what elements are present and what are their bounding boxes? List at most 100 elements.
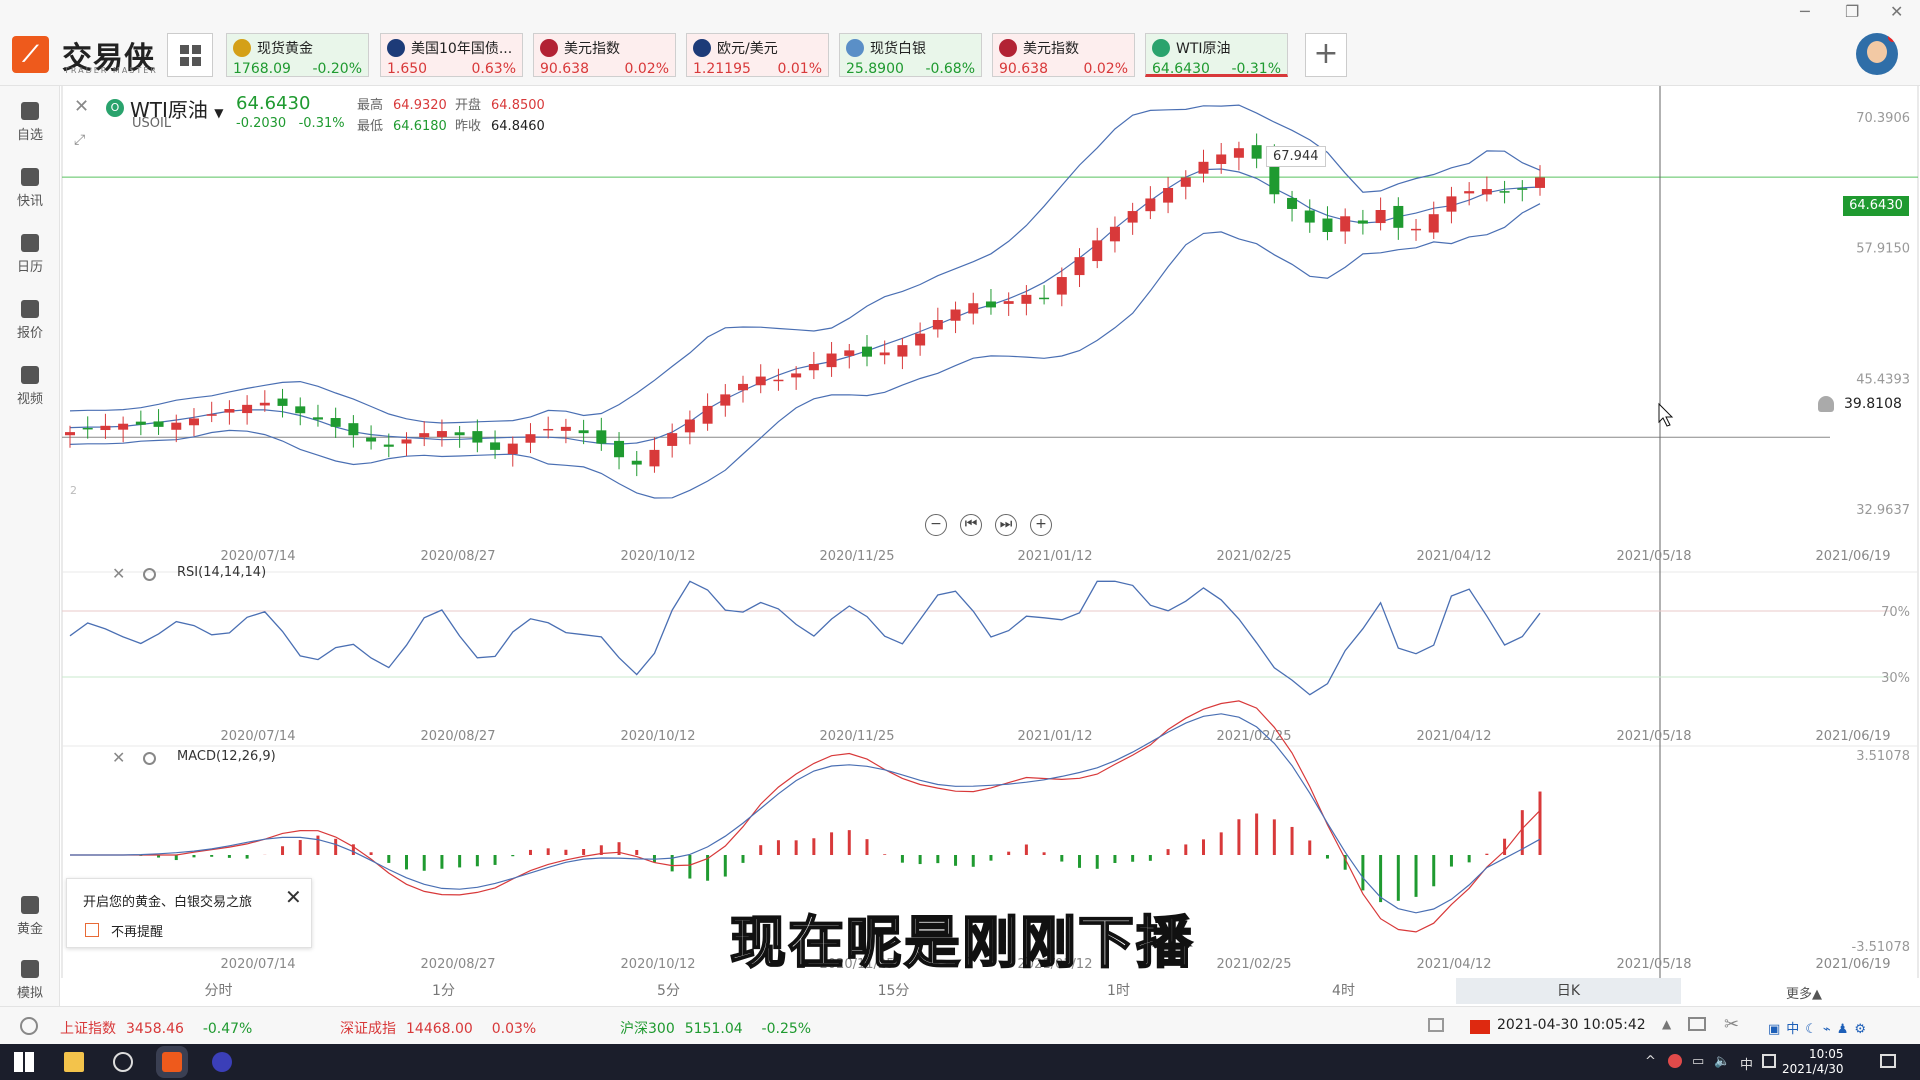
- candlestick: [259, 402, 270, 406]
- expand-chart-icon[interactable]: ⤢: [74, 132, 86, 148]
- sidebar-item-watchlist[interactable]: 自选: [0, 102, 60, 143]
- candlestick: [1393, 205, 1404, 228]
- sidebar-item-calendar[interactable]: 日历: [0, 234, 60, 275]
- symbol-icon: O: [106, 99, 124, 117]
- quote-card[interactable]: 美元指数 90.638 0.02%: [533, 33, 676, 77]
- layout-grid-button[interactable]: [167, 33, 213, 77]
- quote-card[interactable]: 美国10年国债... 1.650 0.63%: [380, 33, 523, 77]
- rsi-70-label: 70%: [1881, 605, 1910, 620]
- candlestick: [720, 394, 731, 406]
- timeframe-tab[interactable]: 分时: [204, 983, 233, 999]
- candlestick: [1357, 220, 1368, 224]
- close-chart-icon[interactable]: ✕: [74, 96, 90, 117]
- sidebar-item-label: 黄金: [16, 922, 43, 937]
- tray-app-icon[interactable]: [1668, 1054, 1682, 1068]
- tray-chevron-icon[interactable]: ^: [1645, 1054, 1656, 1069]
- candlestick: [614, 440, 625, 458]
- trader-app-taskbar-icon[interactable]: [162, 1052, 182, 1072]
- candlestick: [135, 421, 146, 425]
- zoom-out-button[interactable]: −: [925, 514, 947, 536]
- macd-settings-icon[interactable]: [143, 752, 156, 765]
- minimize-icon[interactable]: ─: [1800, 2, 1810, 21]
- ime-indicator[interactable]: 中: [1740, 1058, 1754, 1073]
- grid-icon: [179, 44, 201, 66]
- quote-card[interactable]: 现货黄金 1768.09 -0.20%: [226, 33, 369, 77]
- tools-icon[interactable]: ✂: [1724, 1014, 1740, 1035]
- index-shanghai[interactable]: 上证指数 3458.46 -0.47%: [60, 1018, 252, 1038]
- notification-center-icon[interactable]: [1880, 1054, 1896, 1068]
- quote-card[interactable]: 美元指数 90.638 0.02%: [992, 33, 1135, 77]
- close-rsi-icon[interactable]: ✕: [112, 564, 126, 583]
- index-hs300[interactable]: 沪深300 5151.04 -0.25%: [620, 1018, 811, 1038]
- user-avatar[interactable]: [1856, 33, 1898, 75]
- translate-icon[interactable]: [1428, 1018, 1444, 1032]
- ime-toolbar-icons[interactable]: ▣中☾⌁♟⚙: [1768, 1022, 1873, 1037]
- instrument-icon: [387, 39, 405, 57]
- timeframe-tab[interactable]: 1时: [1107, 983, 1130, 999]
- timeframe-tab[interactable]: 5分: [657, 983, 680, 999]
- quote-card[interactable]: 欧元/美元 1.21195 0.01%: [686, 33, 829, 77]
- close-macd-icon[interactable]: ✕: [112, 748, 126, 767]
- candlestick: [755, 376, 766, 386]
- candlestick: [844, 350, 855, 356]
- promo-popup: 开启您的黄金、白银交易之旅 ✕ 不再提醒: [66, 878, 312, 948]
- sidebar-item-simulate[interactable]: 模拟: [0, 960, 60, 1001]
- quote-change: -0.31%: [1231, 61, 1281, 77]
- stat-open-value: 64.8500: [491, 98, 545, 113]
- candlestick: [1092, 240, 1103, 262]
- quote-change: 0.02%: [624, 61, 669, 77]
- windows-start-icon[interactable]: [14, 1052, 34, 1072]
- taskbar-clock[interactable]: 10:05 2021/4/30: [1782, 1047, 1844, 1077]
- action-icon[interactable]: [1762, 1054, 1776, 1068]
- taskbar-date: 2021/4/30: [1782, 1062, 1844, 1076]
- x-axis-tick-label-main: 2021/05/18: [1617, 549, 1692, 564]
- sidebar-item-quotes[interactable]: 报价: [0, 300, 60, 341]
- quote-card[interactable]: WTI原油 64.6430 -0.31%: [1145, 33, 1288, 77]
- candlestick: [543, 428, 554, 431]
- close-window-icon[interactable]: ✕: [1890, 2, 1904, 21]
- quote-chart-icon: [21, 300, 39, 318]
- index-shenzhen[interactable]: 深证成指 14468.00 0.03%: [340, 1018, 536, 1038]
- app-taskbar-icon[interactable]: [212, 1052, 232, 1072]
- candlestick: [1163, 188, 1174, 203]
- dont-remind-checkbox[interactable]: [85, 923, 99, 937]
- timeframe-tab[interactable]: 15分: [877, 983, 910, 999]
- candlestick: [1428, 214, 1439, 233]
- candlestick: [1517, 188, 1528, 190]
- simulate-icon: [21, 960, 39, 978]
- timeframe-bar: 分时 1分 5分 15分 1时 4时 日K: [106, 978, 1906, 1004]
- add-quote-button[interactable]: +: [1305, 33, 1347, 77]
- y-axis-tick-label: 32.9637: [1856, 503, 1910, 518]
- volume-icon[interactable]: 🔈: [1714, 1054, 1731, 1069]
- close-popup-icon[interactable]: ✕: [285, 885, 302, 909]
- jump-start-button[interactable]: ⏮: [960, 514, 982, 536]
- x-axis-tick-label-macd: 2021/06/19: [1816, 957, 1891, 972]
- sidebar-item-video[interactable]: 视频: [0, 366, 60, 407]
- index-change: -0.25%: [761, 1021, 812, 1037]
- candlestick: [1481, 189, 1492, 195]
- restore-icon[interactable]: ❐: [1845, 2, 1860, 21]
- window-icon[interactable]: [1688, 1017, 1706, 1031]
- caret-up-icon[interactable]: ▲: [1662, 1017, 1672, 1031]
- candlestick: [401, 439, 412, 444]
- timeframe-tab[interactable]: 1分: [432, 983, 455, 999]
- timeframe-tab[interactable]: 4时: [1332, 983, 1355, 999]
- sidebar-item-news[interactable]: 快讯: [0, 168, 60, 209]
- zoom-in-button[interactable]: +: [1030, 514, 1052, 536]
- more-timeframes-button[interactable]: 更多▲: [1786, 987, 1822, 1002]
- quote-card[interactable]: 现货白银 25.8900 -0.68%: [839, 33, 982, 77]
- file-explorer-icon[interactable]: [64, 1052, 84, 1072]
- headset-icon[interactable]: [20, 1017, 38, 1035]
- rsi-settings-icon[interactable]: [143, 568, 156, 581]
- quote-price: 1.21195: [693, 61, 751, 77]
- jump-end-button[interactable]: ⏭: [995, 514, 1017, 536]
- browser-icon[interactable]: [113, 1052, 133, 1072]
- sidebar-item-gold[interactable]: 黄金: [0, 896, 60, 937]
- app-logo-subtitle: TRADER MASTER: [64, 66, 158, 75]
- bell-icon[interactable]: [1818, 396, 1834, 412]
- network-icon[interactable]: ▭: [1692, 1054, 1705, 1069]
- candlestick: [631, 460, 642, 465]
- candlestick: [1287, 197, 1298, 209]
- candlestick: [667, 433, 678, 446]
- timeframe-tab[interactable]: 日K: [1456, 978, 1681, 1004]
